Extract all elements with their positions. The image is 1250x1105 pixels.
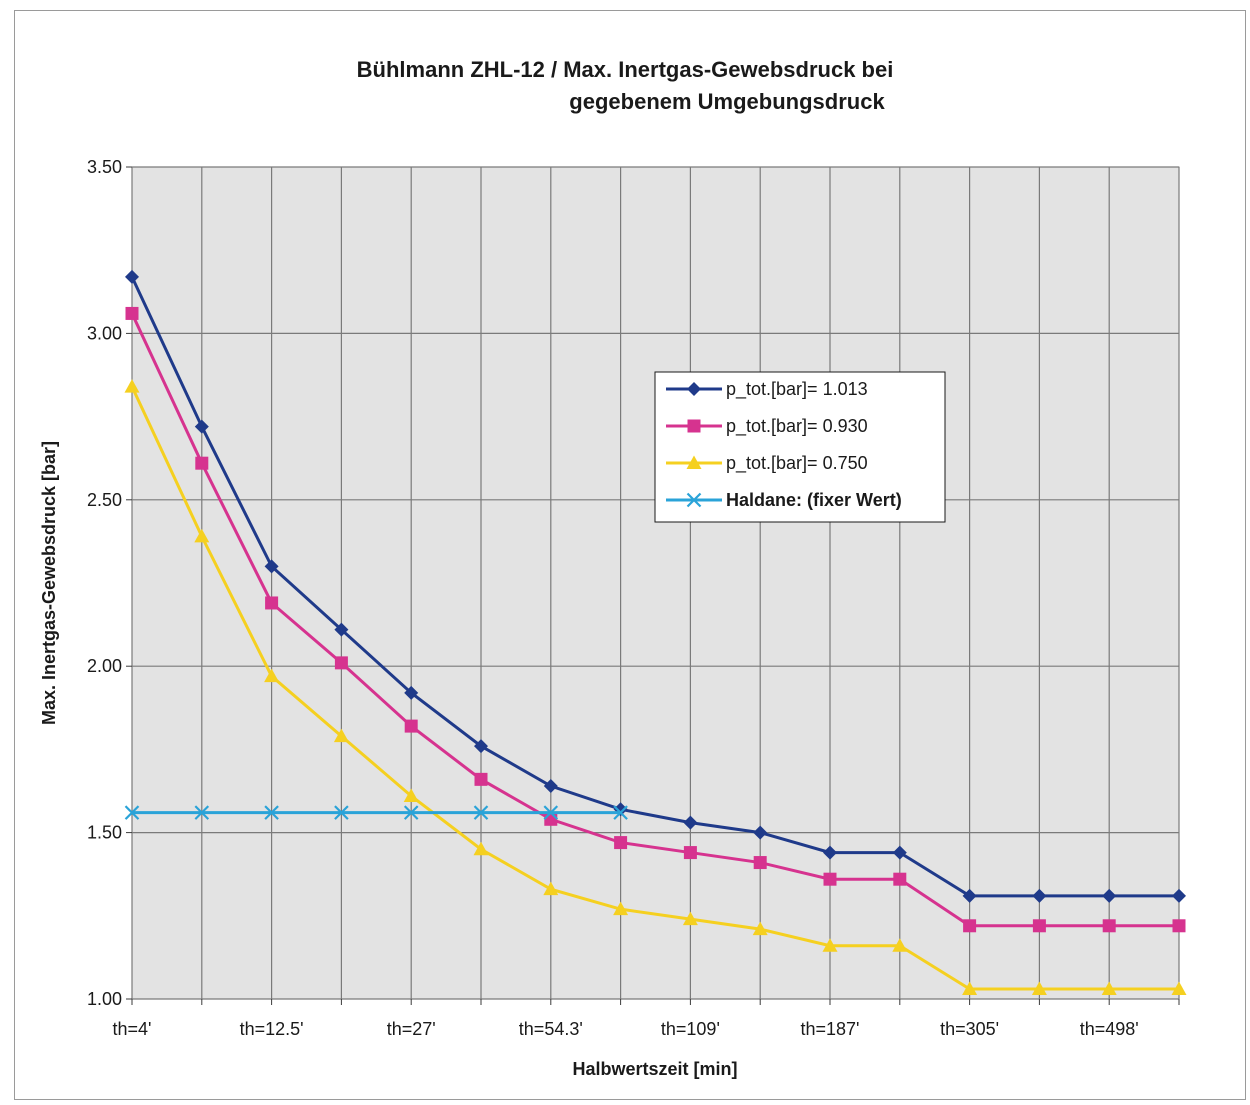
data-point	[962, 888, 977, 903]
data-point	[613, 805, 628, 820]
data-point	[752, 921, 768, 936]
data-point	[264, 805, 279, 820]
x-tick-label: th=109'	[661, 1019, 720, 1039]
data-point	[892, 845, 907, 860]
data-point	[194, 419, 209, 434]
data-point	[334, 805, 349, 820]
data-point	[404, 719, 418, 733]
data-point	[264, 559, 279, 574]
data-point	[543, 881, 559, 896]
data-point	[1032, 919, 1046, 933]
data-point	[1101, 981, 1117, 996]
data-point	[334, 622, 349, 637]
y-tick-label: 1.50	[87, 823, 122, 843]
legend-item: p_tot.[bar]= 1.013	[666, 379, 868, 400]
legend-item: p_tot.[bar]= 0.930	[666, 416, 868, 437]
y-tick-label: 1.00	[87, 989, 122, 1009]
data-point	[1102, 888, 1117, 903]
x-tick-label: th=4'	[113, 1019, 152, 1039]
data-point	[333, 728, 349, 743]
x-tick-label: th=305'	[940, 1019, 999, 1039]
legend-marker	[687, 419, 701, 433]
data-point	[543, 779, 558, 794]
data-point	[125, 306, 139, 320]
data-point	[962, 981, 978, 996]
legend: p_tot.[bar]= 1.013 p_tot.[bar]= 0.930 p_to…	[654, 371, 946, 523]
legend-marker	[686, 455, 702, 469]
data-point	[194, 528, 210, 543]
data-point	[822, 938, 838, 952]
x-tick-label: th=187'	[801, 1019, 860, 1039]
chart-title-line1: Bühlmann ZHL-12 / Max. Inertgas-Gewebsdr…	[357, 57, 894, 82]
data-point	[1102, 919, 1116, 933]
series-3	[124, 805, 628, 820]
y-axis-ticks: 1.00 1.50 2.00 2.50 3.00 3.50	[87, 157, 132, 1009]
y-tick-label: 3.50	[87, 157, 122, 177]
data-point	[194, 805, 210, 820]
x-axis-ticks: th=4' th=12.5' th=27' th=54.3' th=109' th=187…	[113, 999, 1180, 1039]
legend-label: Haldane: (fixer Wert)	[726, 490, 902, 510]
series-line	[130, 386, 1179, 991]
x-axis-title: Halbwertszeit [min]	[572, 1059, 737, 1079]
series-layer	[124, 269, 1187, 996]
data-point	[1172, 919, 1186, 933]
data-point	[1172, 888, 1186, 903]
chart-title-line2: gegebenem Umgebungsdruck	[569, 89, 885, 114]
legend-box	[654, 371, 946, 523]
series-line	[130, 312, 1179, 928]
data-point	[1031, 981, 1047, 996]
x-tick-label: th=498'	[1080, 1019, 1139, 1039]
data-point	[614, 836, 628, 850]
data-point	[1032, 888, 1047, 903]
legend-marker	[687, 382, 701, 396]
y-axis-title: Max. Inertgas-Gewebsdruck [bar]	[39, 441, 59, 725]
data-point	[753, 825, 768, 840]
series-0	[125, 269, 1186, 903]
data-point	[683, 846, 697, 860]
data-point	[682, 911, 698, 926]
data-point	[544, 812, 558, 826]
data-point	[195, 456, 209, 470]
data-point	[963, 919, 977, 933]
data-point	[334, 656, 348, 670]
data-point	[473, 805, 489, 820]
data-point	[403, 788, 419, 802]
y-tick-label: 3.00	[87, 323, 122, 343]
data-point	[543, 805, 559, 820]
data-point	[823, 872, 837, 886]
data-point	[683, 815, 698, 830]
legend-marker	[686, 492, 702, 508]
series-line	[130, 276, 1179, 898]
data-point	[893, 872, 907, 886]
data-point	[1171, 981, 1187, 996]
y-tick-label: 2.50	[87, 490, 122, 510]
data-point	[125, 269, 139, 284]
plot-area	[131, 166, 1180, 1000]
data-point	[753, 856, 767, 870]
x-tick-label: th=54.3'	[519, 1019, 583, 1039]
data-point	[265, 596, 279, 610]
data-point	[124, 379, 140, 393]
data-point	[474, 772, 488, 786]
data-point	[892, 938, 908, 952]
data-point	[403, 805, 419, 820]
series-2	[124, 379, 1187, 996]
data-point	[473, 841, 489, 856]
data-point	[823, 845, 837, 860]
x-tick-label: th=12.5'	[240, 1019, 304, 1039]
data-point	[404, 685, 419, 700]
legend-label: p_tot.[bar]= 0.930	[726, 416, 868, 437]
data-point	[264, 668, 280, 683]
data-point	[124, 805, 140, 820]
data-point	[474, 739, 488, 754]
legend-label: p_tot.[bar]= 1.013	[726, 379, 868, 400]
legend-item: p_tot.[bar]= 0.750	[666, 453, 868, 474]
y-tick-label: 2.00	[87, 656, 122, 676]
legend-item: Haldane: (fixer Wert)	[666, 490, 902, 510]
data-point	[613, 901, 629, 916]
legend-label: p_tot.[bar]= 0.750	[726, 453, 868, 474]
x-tick-label: th=27'	[387, 1019, 436, 1039]
